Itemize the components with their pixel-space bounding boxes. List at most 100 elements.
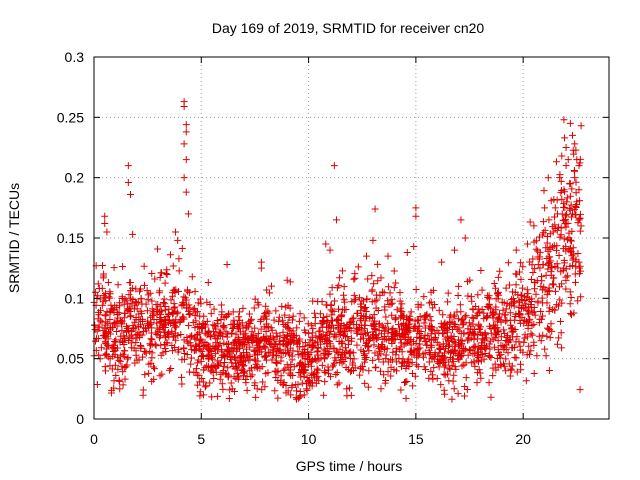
data-point [348,366,356,374]
data-point [415,350,423,358]
data-point [200,353,208,361]
data-point [246,319,254,327]
data-point [365,347,373,355]
data-point [549,274,557,282]
data-point [381,327,389,335]
data-point [392,351,400,359]
data-point [541,286,549,294]
data-point [501,362,509,370]
data-point [492,306,500,314]
data-point [253,341,261,349]
data-point [126,191,134,199]
data-point [572,211,580,219]
data-point [503,300,511,308]
data-point [451,339,459,347]
data-point [210,305,218,313]
data-point [420,293,428,301]
data-point [422,365,430,373]
data-point [335,305,343,313]
data-point [227,321,235,329]
data-point [381,303,389,311]
data-point [223,333,231,341]
data-point [539,331,547,339]
data-point [338,337,346,345]
data-point [444,298,452,306]
data-point [161,324,169,332]
data-point [331,297,339,305]
data-point [346,355,354,363]
data-point [303,386,311,394]
data-point [457,216,465,224]
data-point [545,367,553,375]
data-point [569,210,577,218]
data-point [448,318,456,326]
data-point [544,233,552,241]
data-point [438,258,446,266]
data-point [116,316,124,324]
data-point [254,338,262,346]
data-point [201,383,209,391]
data-point [536,253,544,261]
data-point [356,365,364,373]
y-tick-label: 0.25 [57,109,84,125]
data-point [396,325,404,333]
data-point [474,291,482,299]
data-point [234,334,242,342]
data-point [169,289,177,297]
data-point [299,343,307,351]
data-point [265,336,273,344]
data-point [377,274,385,282]
data-point [156,273,164,281]
data-point [466,346,474,354]
data-point [202,382,210,390]
data-point [523,351,531,359]
data-point [377,367,385,375]
data-point [183,286,191,294]
data-point [229,308,237,316]
data-point [576,386,584,394]
data-point [561,134,569,142]
data-point [182,121,190,129]
data-point [534,297,542,305]
data-point [127,312,135,320]
data-point [489,314,497,322]
data-point [129,295,137,303]
data-point [91,337,99,345]
data-point [156,302,164,310]
data-point [442,345,450,353]
data-point [457,308,465,316]
data-point [144,317,152,325]
data-point [121,295,129,303]
data-point [208,362,216,370]
data-point [568,213,576,221]
data-point [360,325,368,333]
data-point [421,349,429,357]
data-point [398,348,406,356]
data-point [382,313,390,321]
data-point [396,289,404,297]
data-point [368,298,376,306]
data-point [502,355,510,363]
data-point [296,360,304,368]
data-point [484,293,492,301]
data-point [500,343,508,351]
data-point [451,321,459,329]
data-point [461,234,469,242]
data-point [573,156,581,164]
data-point [402,340,410,348]
data-point [577,267,585,275]
data-point [461,392,469,400]
data-point [284,387,292,395]
data-point [97,344,105,352]
data-point [280,366,288,374]
data-point [392,344,400,352]
data-point [216,332,224,340]
data-point [400,341,408,349]
data-point [361,313,369,321]
data-point [305,350,313,358]
data-point [402,378,410,386]
data-point [403,248,411,256]
data-point [408,359,416,367]
data-point [184,210,192,218]
data-point [562,220,570,228]
